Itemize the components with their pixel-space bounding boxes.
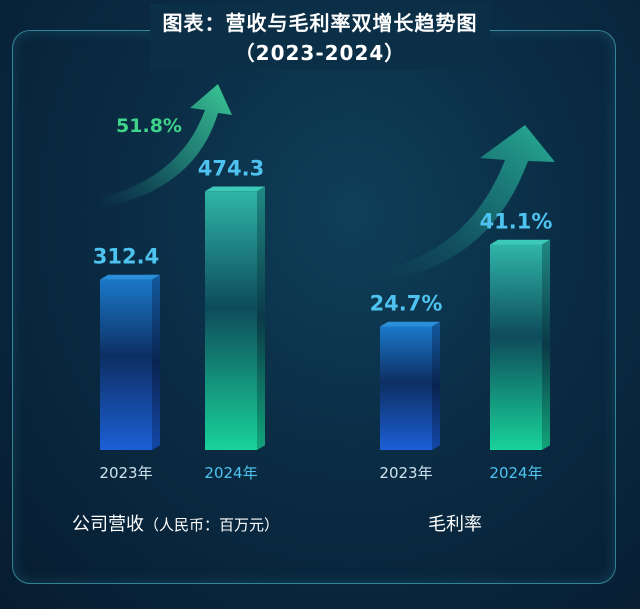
- bar-side: [432, 321, 440, 450]
- bar-side: [542, 239, 550, 450]
- x-tick-label: 2023年: [99, 464, 152, 482]
- title-block: 图表：营收与毛利率双增长趋势图 （2023-2024）: [150, 4, 490, 70]
- bar: [490, 244, 542, 450]
- growth-arrow-icon: [380, 125, 555, 282]
- bar-top: [380, 321, 440, 327]
- chart-title: 图表：营收与毛利率双增长趋势图: [162, 11, 478, 35]
- bar-value-label: 312.4: [93, 245, 159, 269]
- bar: [380, 326, 432, 450]
- bar-side: [152, 274, 160, 450]
- x-tick-label: 2023年: [379, 464, 432, 482]
- bar-side: [257, 186, 265, 450]
- bar-value-label: 41.1%: [480, 210, 553, 234]
- bar: [100, 279, 152, 450]
- category-name: 毛利率: [428, 514, 482, 535]
- x-tick-label: 2024年: [489, 464, 542, 482]
- category-label-revenue: 公司营收（人民币：百万元）: [72, 510, 279, 536]
- growth-annotation: 51.8%: [116, 115, 182, 137]
- x-tick-label: 2024年: [204, 464, 257, 482]
- chart-subtitle: （2023-2024）: [234, 41, 406, 65]
- growth-arrow-icon: [100, 84, 232, 208]
- category-unit: （人民币：百万元）: [144, 516, 280, 534]
- bar-value-label: 474.3: [198, 156, 264, 180]
- category-label-margin: 毛利率: [428, 510, 482, 536]
- bar-top: [205, 186, 265, 192]
- bar-value-label: 24.7%: [370, 292, 443, 316]
- bar-top: [100, 274, 160, 280]
- category-name: 公司营收: [72, 514, 144, 535]
- bar-top: [490, 239, 550, 245]
- bar: [205, 191, 257, 451]
